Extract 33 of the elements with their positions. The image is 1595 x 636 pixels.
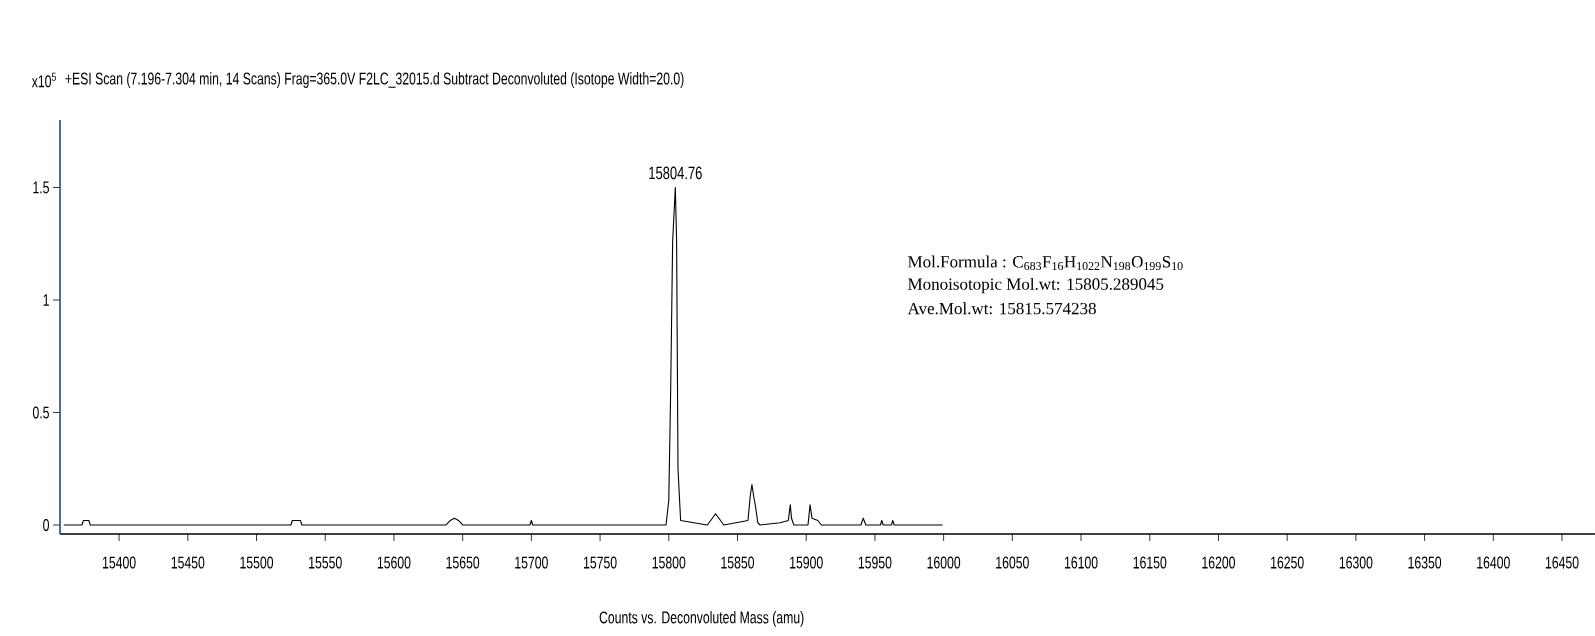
annotation: Ave.Mol.wt: 15815.574238	[907, 302, 1096, 315]
x-tick-label: 15750	[583, 556, 617, 569]
x-tick-label: 15800	[652, 556, 686, 569]
chart-title: +ESI Scan (7.196-7.304 min, 14 Scans) Frag=365.0V F2LC_32015.d Subtract Deconvoluted (Isotope Width=20.0)	[65, 72, 684, 88]
x-tick-label: 16350	[1408, 556, 1442, 569]
x-tick-label: 15650	[446, 556, 480, 569]
x-tick-label: 16450	[1545, 556, 1579, 569]
x-tick-label: 16300	[1339, 556, 1373, 569]
x-tick-label: 16100	[1064, 556, 1098, 569]
x-axis-title: Counts vs. Deconvoluted Mass (amu)	[599, 610, 804, 627]
y-tick-label: 1	[43, 294, 49, 306]
y-tick-label: 0	[43, 518, 49, 532]
x-tick-label: 15850	[721, 556, 755, 569]
x-tick-label: 15900	[790, 556, 823, 569]
x-tick-label: 15700	[515, 556, 548, 569]
x-tick-label: 16000	[927, 556, 961, 569]
y-tick-label: 0.5	[32, 406, 49, 419]
text: Mol.Formula : C$_{683}$F$_{16}$H$_{1022}$N$_{198}$O$_{199}$S$_{10}$	[908, 255, 1183, 271]
y-tick-label: 1.5	[33, 181, 49, 194]
x-tick-label: 16200	[1202, 556, 1235, 569]
x-tick-label: 15950	[858, 556, 892, 569]
y-axis-title: x10$^{5}$	[31, 72, 56, 88]
x-tick-label: 15450	[171, 556, 205, 569]
x-tick-label: 16250	[1271, 556, 1304, 569]
x-tick-label: 16050	[996, 556, 1029, 569]
x-tick-label: 15400	[103, 556, 136, 569]
x-tick-label: 16150	[1133, 556, 1167, 569]
annotation: Monoisotopic Mol.wt: 15805.289045	[908, 277, 1164, 294]
x-tick-label: 15600	[377, 556, 411, 569]
x-tick-label: 16400	[1477, 556, 1510, 569]
x-tick-label: 15550	[309, 556, 342, 569]
x-tick-label: 15500	[240, 556, 274, 569]
annotation: 15804.76	[649, 166, 702, 180]
